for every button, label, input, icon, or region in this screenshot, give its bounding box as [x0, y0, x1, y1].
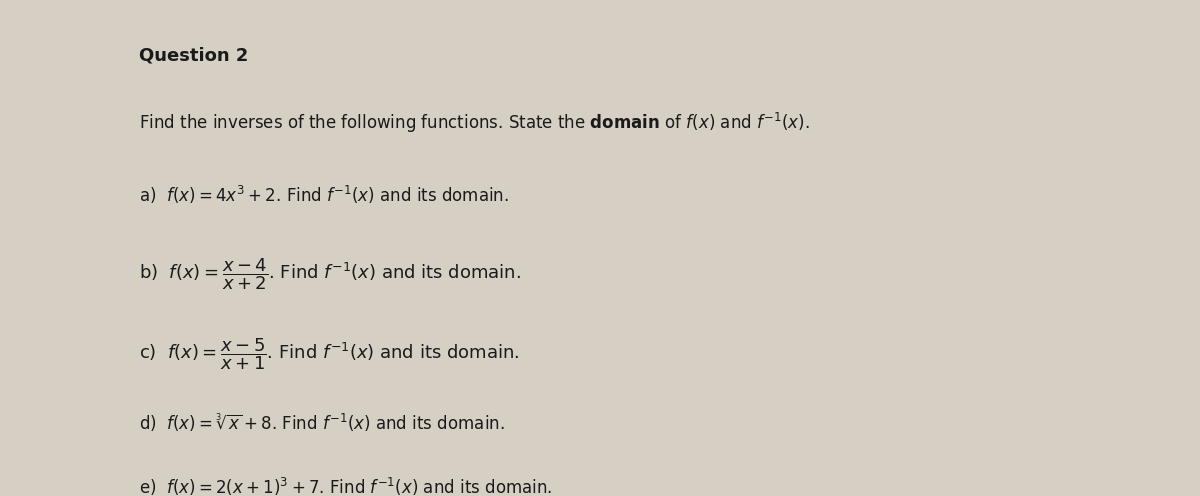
Text: c)  $f(x) = \dfrac{x-5}{x+1}$. Find $f^{-1}(x)$ and its domain.: c) $f(x) = \dfrac{x-5}{x+1}$. Find $f^{-…: [139, 336, 520, 372]
Text: e)  $f(x) = 2(x+1)^3 + 7$. Find $f^{-1}(x)$ and its domain.: e) $f(x) = 2(x+1)^3 + 7$. Find $f^{-1}(x…: [139, 476, 552, 496]
Text: Find the inverses of the following functions. State the $\mathbf{domain}$ of $f(: Find the inverses of the following funct…: [139, 111, 810, 135]
Text: b)  $f(x) = \dfrac{x-4}{x+2}$. Find $f^{-1}(x)$ and its domain.: b) $f(x) = \dfrac{x-4}{x+2}$. Find $f^{-…: [139, 256, 521, 292]
Text: d)  $f(x) = \sqrt[3]{x} + 8$. Find $f^{-1}(x)$ and its domain.: d) $f(x) = \sqrt[3]{x} + 8$. Find $f^{-1…: [139, 412, 505, 434]
Text: Question 2: Question 2: [139, 47, 248, 65]
Text: a)  $f(x) = 4x^3 + 2$. Find $f^{-1}(x)$ and its domain.: a) $f(x) = 4x^3 + 2$. Find $f^{-1}(x)$ a…: [139, 184, 509, 206]
